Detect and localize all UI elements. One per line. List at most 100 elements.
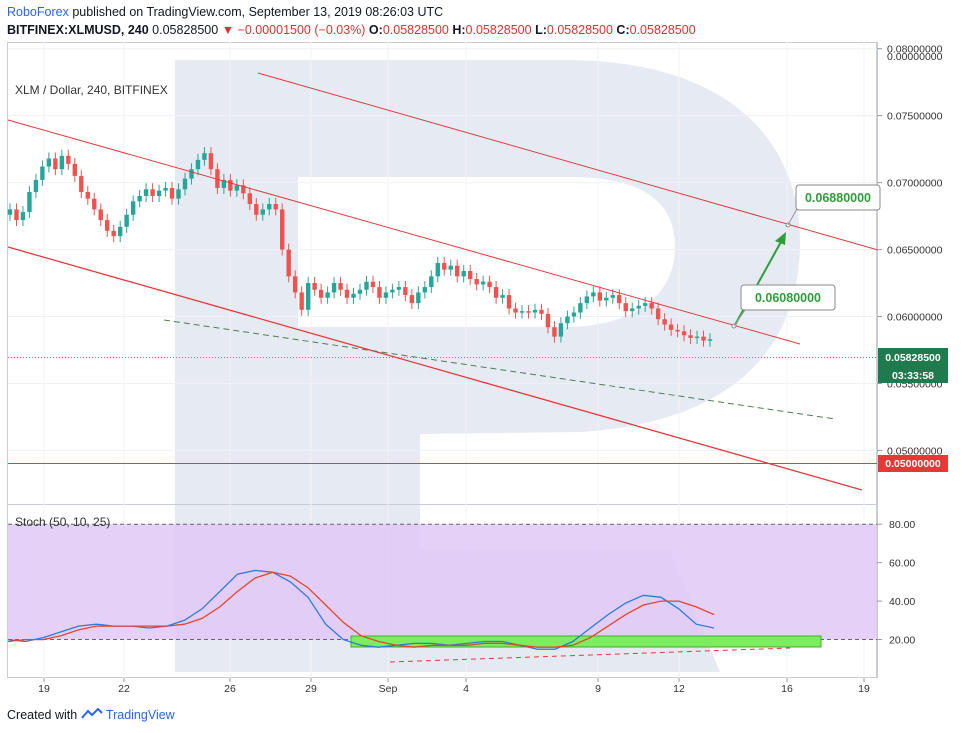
time-tick-label: 16 bbox=[781, 683, 793, 695]
price-tick-label: 0.07000000 bbox=[887, 178, 943, 190]
candle bbox=[701, 330, 706, 347]
candle bbox=[539, 303, 544, 320]
candle bbox=[260, 203, 265, 221]
candle bbox=[338, 277, 343, 296]
candle bbox=[403, 281, 408, 302]
time-tick-label: 19 bbox=[38, 683, 50, 695]
stoch-trend-dashed bbox=[389, 647, 791, 663]
price-tick-label: 0.06500000 bbox=[887, 245, 943, 257]
upper-channel-line-2 bbox=[7, 119, 801, 345]
candle bbox=[584, 290, 590, 310]
candle bbox=[305, 277, 311, 316]
candle bbox=[578, 297, 583, 319]
candle bbox=[506, 289, 512, 315]
chart-title: XLM / Dollar, 240, BITFINEX bbox=[15, 83, 168, 97]
candle bbox=[66, 149, 71, 170]
time-tick-label: 26 bbox=[224, 683, 236, 695]
frames bbox=[7, 42, 878, 678]
candle bbox=[429, 270, 434, 294]
candle bbox=[33, 173, 39, 199]
footer: Created with TradingView bbox=[7, 707, 175, 722]
open-label: O: bbox=[368, 23, 383, 37]
candle bbox=[545, 307, 551, 334]
candle bbox=[655, 302, 661, 326]
candle bbox=[331, 277, 337, 299]
candle bbox=[448, 259, 453, 276]
candle bbox=[649, 297, 654, 315]
candle bbox=[79, 169, 84, 199]
ohlc-line: BITFINEX:XLMUSD, 240 0.05828500 ▼ −0.000… bbox=[7, 23, 696, 37]
candle bbox=[500, 289, 505, 304]
price-tick-label: 0.05000000 bbox=[887, 445, 943, 457]
candle bbox=[571, 306, 577, 323]
upper-channel-line-1 bbox=[257, 72, 879, 251]
candle bbox=[241, 179, 246, 200]
candle bbox=[565, 310, 570, 330]
candle bbox=[435, 256, 440, 283]
candle bbox=[526, 305, 531, 319]
candle bbox=[292, 270, 298, 299]
candle bbox=[623, 297, 628, 318]
brand-name[interactable]: RoboForex bbox=[7, 5, 69, 19]
candle bbox=[422, 281, 428, 299]
candle bbox=[591, 286, 596, 303]
target-callout-low-text: 0.06080000 bbox=[755, 291, 821, 305]
target-callout-low[interactable]: 0.06080000 bbox=[740, 284, 836, 311]
candle bbox=[383, 286, 389, 304]
candle bbox=[480, 275, 486, 291]
candle bbox=[474, 273, 479, 291]
candle bbox=[364, 275, 369, 296]
stoch-tick-label: 80.00 bbox=[889, 519, 915, 531]
close-label: C: bbox=[616, 23, 630, 37]
high-value: 0.05828500 bbox=[465, 23, 532, 37]
candle bbox=[688, 329, 693, 344]
candle bbox=[597, 286, 603, 307]
candle bbox=[286, 243, 291, 283]
tradingview-logo-icon bbox=[80, 707, 103, 720]
candle bbox=[46, 152, 52, 173]
stoch-tick-label: 20.00 bbox=[889, 635, 915, 647]
target-callout-high-text: 0.06880000 bbox=[805, 191, 871, 205]
target-callout-high[interactable]: 0.06880000 bbox=[795, 184, 881, 211]
candle bbox=[163, 181, 168, 197]
candle bbox=[221, 173, 227, 194]
stoch-band bbox=[8, 523, 877, 641]
level-price-tag-text: 0.05000000 bbox=[885, 458, 941, 470]
candle bbox=[40, 160, 45, 186]
candle bbox=[20, 206, 26, 227]
chart-canvas[interactable]: 0.06880000 0.06080000 XLM / Dollar, 240,… bbox=[0, 42, 965, 702]
candle bbox=[318, 283, 324, 304]
candle bbox=[312, 277, 317, 296]
candle bbox=[53, 152, 58, 176]
candle bbox=[273, 198, 278, 216]
candle bbox=[85, 185, 90, 205]
candle bbox=[370, 275, 376, 294]
candle bbox=[662, 313, 667, 331]
low-value: 0.05828500 bbox=[546, 23, 613, 37]
candle bbox=[357, 283, 363, 300]
candle bbox=[202, 147, 207, 166]
candles bbox=[7, 147, 713, 347]
candle bbox=[519, 305, 525, 319]
footer-prefix: Created with bbox=[7, 708, 78, 722]
candle bbox=[27, 185, 32, 219]
candle bbox=[377, 281, 382, 304]
target-arrow bbox=[734, 239, 783, 326]
time-tick-label: 29 bbox=[305, 683, 317, 695]
candle bbox=[215, 163, 220, 194]
candle bbox=[130, 195, 136, 221]
footer-brand[interactable]: TradingView bbox=[105, 708, 175, 722]
candle bbox=[111, 224, 116, 243]
time-tick-label: 9 bbox=[595, 683, 601, 695]
time-tick-label: 22 bbox=[118, 683, 130, 695]
time-tick-label: 12 bbox=[673, 683, 685, 695]
publish-line: RoboForex published on TradingView.com, … bbox=[7, 5, 443, 19]
lower-channel-line bbox=[7, 246, 863, 491]
candle bbox=[254, 198, 259, 221]
target-arrowhead bbox=[775, 232, 786, 245]
price-tick-label: 0.06000000 bbox=[887, 312, 943, 324]
candle bbox=[461, 264, 466, 283]
candle bbox=[487, 275, 492, 294]
support-zone bbox=[350, 635, 822, 648]
stoch-tick-label: 40.00 bbox=[889, 596, 915, 608]
